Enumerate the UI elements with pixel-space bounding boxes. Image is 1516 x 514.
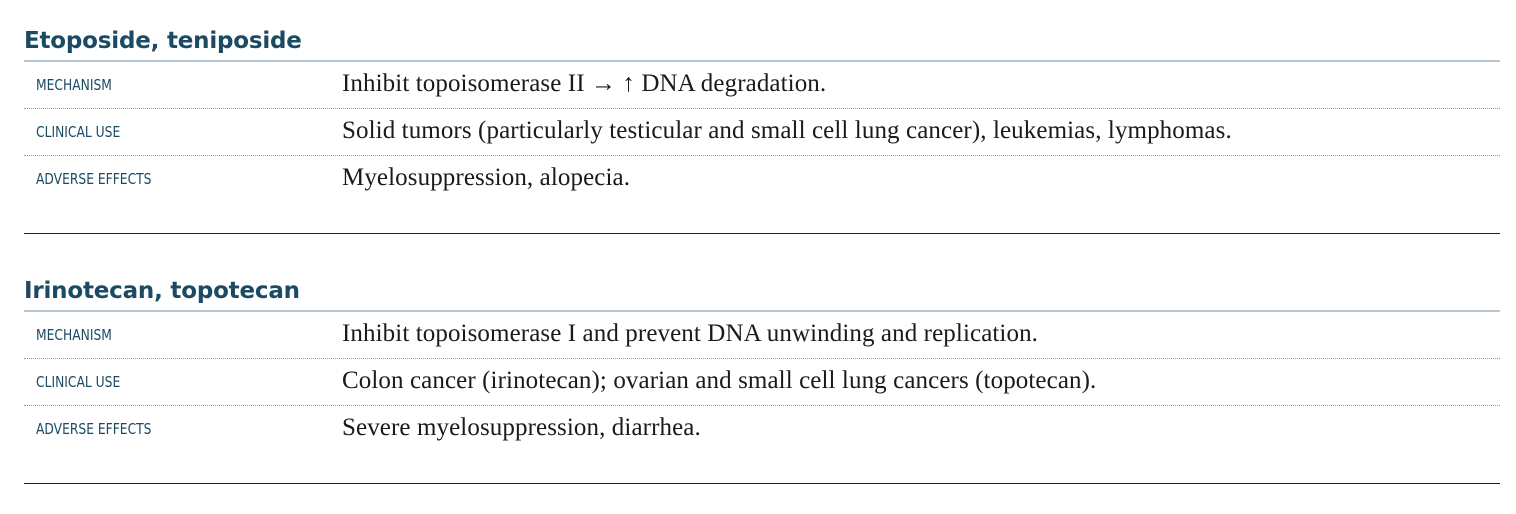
row-label: ADVERSE EFFECTS	[36, 170, 152, 188]
row-value: Solid tumors (particularly testicular an…	[342, 117, 1232, 144]
dotted-divider	[24, 155, 1500, 156]
drug-reference-page: Etoposide, teniposide MECHANISM Inhibit …	[24, 0, 1500, 500]
dotted-divider	[24, 405, 1500, 406]
row-mechanism: MECHANISM Inhibit topoisomerase II → ↑ D…	[24, 62, 1500, 109]
row-value: Inhibit topoisomerase I and prevent DNA …	[342, 320, 1039, 347]
row-adverse-effects: ADVERSE EFFECTS Myelosuppression, alopec…	[24, 156, 1500, 202]
row-mechanism: MECHANISM Inhibit topoisomerase I and pr…	[24, 312, 1500, 359]
row-label: MECHANISM	[36, 326, 112, 344]
section-title: Etoposide, teniposide	[24, 28, 302, 54]
dotted-divider	[24, 108, 1500, 109]
row-clinical-use: CLINICAL USE Colon cancer (irinotecan); …	[24, 359, 1500, 406]
row-value: Colon cancer (irinotecan); ovarian and s…	[342, 367, 1097, 394]
row-adverse-effects: ADVERSE EFFECTS Severe myelosuppression,…	[24, 406, 1500, 452]
row-value: Myelosuppression, alopecia.	[342, 164, 631, 191]
row-value: Inhibit topoisomerase II → ↑ DNA degrada…	[342, 70, 827, 97]
row-label: MECHANISM	[36, 76, 112, 94]
section-end-rule	[24, 233, 1500, 234]
row-label: ADVERSE EFFECTS	[36, 420, 152, 438]
title-rule	[24, 310, 1500, 312]
section-end-rule	[24, 483, 1500, 484]
title-rule	[24, 60, 1500, 62]
section-title: Irinotecan, topotecan	[24, 278, 300, 304]
drug-section-etoposide: Etoposide, teniposide MECHANISM Inhibit …	[24, 0, 1500, 250]
row-label: CLINICAL USE	[36, 123, 121, 141]
row-clinical-use: CLINICAL USE Solid tumors (particularly …	[24, 109, 1500, 156]
dotted-divider	[24, 358, 1500, 359]
row-value: Severe myelosuppression, diarrhea.	[342, 414, 701, 441]
row-label: CLINICAL USE	[36, 373, 121, 391]
drug-section-irinotecan: Irinotecan, topotecan MECHANISM Inhibit …	[24, 250, 1500, 500]
